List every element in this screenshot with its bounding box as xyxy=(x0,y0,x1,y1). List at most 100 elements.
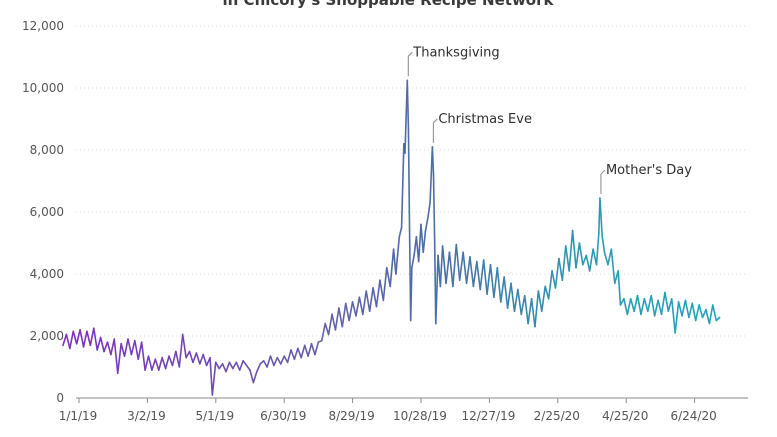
series-segment xyxy=(365,290,371,313)
series-segment xyxy=(629,297,635,313)
series-segment xyxy=(375,279,381,308)
series-segment xyxy=(441,245,447,285)
series-segment xyxy=(506,282,512,309)
series-segment xyxy=(348,301,354,322)
series-segment xyxy=(561,245,567,282)
y-tick-label: 0 xyxy=(56,391,64,405)
series-segment xyxy=(134,339,140,361)
series-segment xyxy=(653,299,659,317)
x-tick-label: 6/30/19 xyxy=(260,409,306,423)
gridlines xyxy=(76,25,748,337)
series-segment xyxy=(209,356,214,396)
series-segment xyxy=(575,242,581,269)
series-segment xyxy=(554,257,560,289)
series-segment xyxy=(599,197,604,238)
series-segment xyxy=(235,361,241,371)
series-segment xyxy=(398,226,403,238)
x-tick-label: 8/29/19 xyxy=(328,409,374,423)
series-segment xyxy=(417,223,422,263)
series-segment xyxy=(334,307,340,331)
series-line xyxy=(62,79,721,396)
series-segment xyxy=(482,259,488,295)
x-tick-label: 12/27/19 xyxy=(461,409,515,423)
series-segment xyxy=(110,338,116,356)
series-segment xyxy=(144,355,150,371)
series-segment xyxy=(701,308,707,319)
series-segment xyxy=(520,294,526,316)
series-segment xyxy=(65,333,71,350)
series-segment xyxy=(307,342,313,357)
series-segment xyxy=(517,288,523,316)
series-segment xyxy=(698,304,704,319)
series-segment xyxy=(568,229,574,272)
series-segment xyxy=(385,266,391,288)
series-segment xyxy=(664,291,670,313)
series-segment xyxy=(297,347,303,359)
series-segment xyxy=(523,294,529,325)
series-segment xyxy=(86,330,92,347)
series-segment xyxy=(164,355,170,370)
series-segment xyxy=(684,299,690,319)
series-segment xyxy=(705,308,711,325)
series-segment xyxy=(650,294,656,317)
series-segment xyxy=(411,254,415,269)
series-segment xyxy=(181,333,187,359)
y-tick-label: 8,000 xyxy=(30,143,64,157)
series-segment xyxy=(395,236,401,275)
series-segment xyxy=(455,243,461,282)
series-segment xyxy=(273,356,279,367)
series-segment xyxy=(452,243,458,288)
series-segment xyxy=(458,251,464,282)
series-segment xyxy=(249,369,255,384)
series-segment xyxy=(465,256,471,285)
chart-title: in Chicory's Shoppable Recipe Network xyxy=(223,0,555,9)
series-segment xyxy=(290,349,296,361)
x-tick-label: 6/24/20 xyxy=(670,409,716,423)
series-segment xyxy=(221,363,227,373)
series-segment xyxy=(368,287,374,313)
series-segment xyxy=(338,307,344,328)
series-segment xyxy=(623,297,629,316)
series-segment xyxy=(534,290,540,328)
series-segment xyxy=(493,266,499,299)
series-segment xyxy=(293,347,299,361)
series-segment xyxy=(99,336,105,353)
annotation-label: Thanksgiving xyxy=(412,45,499,60)
series-segment xyxy=(262,359,268,368)
series-segment xyxy=(513,288,519,313)
series-segment xyxy=(228,361,234,370)
series-segment xyxy=(171,350,177,367)
series-segment xyxy=(252,370,258,384)
x-tick-label: 1/1/19 xyxy=(59,409,98,423)
series-segment xyxy=(178,333,184,368)
series-segment xyxy=(137,341,143,361)
series-segment xyxy=(279,355,285,365)
series-segment xyxy=(540,285,547,313)
series-segment xyxy=(431,146,435,176)
series-segment xyxy=(626,297,632,316)
series-segment xyxy=(681,299,687,317)
series-segment xyxy=(715,316,721,322)
series-segment xyxy=(544,285,550,300)
series-segment xyxy=(647,294,653,313)
series-segment xyxy=(389,248,395,288)
series-segment xyxy=(636,294,642,316)
series-segment xyxy=(691,302,697,322)
series-segment xyxy=(211,361,217,396)
y-tick-label: 10,000 xyxy=(22,81,64,95)
series-segment xyxy=(486,263,492,295)
series-segment xyxy=(225,361,231,373)
y-tick-label: 6,000 xyxy=(30,205,64,219)
series-segment xyxy=(218,363,224,370)
series-segment xyxy=(331,313,337,331)
annotation: Mother's Day xyxy=(600,163,692,195)
series-segment xyxy=(601,236,606,254)
series-segment xyxy=(499,276,505,303)
series-segment xyxy=(448,251,454,288)
x-axis: 1/1/19 3/2/19 5/1/19 6/30/19 8/29/19 10/28/19… xyxy=(59,397,748,423)
series-segment xyxy=(157,356,163,371)
series-segment xyxy=(175,350,181,368)
series-segment xyxy=(660,291,666,316)
series-segment xyxy=(310,342,316,356)
series-segment xyxy=(547,270,553,300)
